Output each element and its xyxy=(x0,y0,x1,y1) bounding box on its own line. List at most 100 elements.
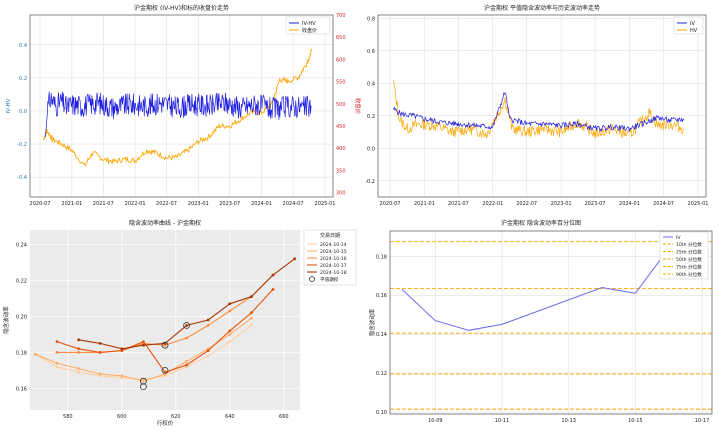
atm-marker xyxy=(139,377,147,385)
legend-box xyxy=(673,16,704,35)
atm-marker xyxy=(161,341,169,349)
smile-point xyxy=(228,340,232,343)
legend-label: 2024-10-16 xyxy=(320,256,347,262)
x-tick-label: 2021-07 xyxy=(448,201,469,207)
x-tick-label: 2023-07 xyxy=(585,201,606,207)
smile-point xyxy=(55,365,59,369)
smile-point xyxy=(206,349,210,352)
y-tick-label: 0.22 xyxy=(16,278,27,284)
smile-point xyxy=(206,324,210,327)
smile-point xyxy=(228,309,232,313)
smile-point xyxy=(250,311,253,315)
y2-tick-label: 700 xyxy=(336,13,346,19)
smile-point xyxy=(98,351,102,354)
y2-axis-label: 收盘价 xyxy=(354,98,362,115)
x-tick-label: 10-15 xyxy=(628,418,643,424)
y-axis-label: 隐含波动率 xyxy=(2,306,10,334)
y-tick-label: 0.8 xyxy=(367,16,375,22)
plot-frame xyxy=(29,14,334,198)
smile-point xyxy=(98,342,102,345)
smile-point xyxy=(271,288,275,291)
legend-label: IV-HV xyxy=(302,21,316,27)
y2-tick-label: 550 xyxy=(336,80,346,86)
y-tick-label: -0.4 xyxy=(17,175,27,181)
y-tick-label: 0.4 xyxy=(367,81,375,87)
smile-point xyxy=(77,347,80,351)
legend-label: 75th 分位数 xyxy=(676,264,702,271)
smile-point xyxy=(55,361,59,365)
y2-tick-label: 500 xyxy=(336,102,346,108)
x-tick-label: 2024-07 xyxy=(653,201,674,207)
y-tick-label: 0.24 xyxy=(16,242,27,248)
x-tick-label: 2022-01 xyxy=(125,201,146,207)
series-line-iv-hv xyxy=(45,91,312,138)
smile-point xyxy=(77,370,80,374)
smile-point xyxy=(163,370,167,374)
smile-point xyxy=(77,367,80,370)
x-tick-label: 10-13 xyxy=(561,418,576,424)
smile-point xyxy=(185,363,189,367)
y-tick-label: 0.16 xyxy=(16,386,27,392)
x-tick-label: 600 xyxy=(117,414,127,420)
smile-point xyxy=(250,316,253,320)
smile-point xyxy=(163,342,167,345)
chart-title: 沪金期权 (IV-HV)和标的收盘价走势 xyxy=(134,4,229,12)
y-tick-label: -0.2 xyxy=(17,142,27,148)
chart-ivhv-gold: -0.4 -0.2 0.0 0.2 0.4 2020-07 2021-01 2021-07 20… xyxy=(6,4,362,207)
x-tick-label: 2024-01 xyxy=(619,201,640,207)
y2-tick-label: 400 xyxy=(336,146,346,152)
x-tick-label: 10-17 xyxy=(695,418,710,424)
series-line-close-price xyxy=(42,48,313,168)
smile-point xyxy=(142,340,145,343)
y-tick-label: 0.20 xyxy=(16,314,27,320)
smile-point xyxy=(228,302,232,306)
y2-tick-label: 350 xyxy=(336,168,346,174)
y-tick-label: -0.2 xyxy=(365,179,375,185)
legend-label: 2024-10-17 xyxy=(320,263,347,269)
smile-point xyxy=(228,329,232,333)
x-tick-label: 620 xyxy=(171,414,181,420)
x-tick-label: 2020-07 xyxy=(30,201,51,207)
x-tick-label: 580 xyxy=(63,414,73,420)
y-tick-label: 0.2 xyxy=(367,114,375,120)
y2-tick-label: 300 xyxy=(336,191,346,197)
chart-vol-smile: 0.16 0.18 0.20 0.22 0.24 580 600 620 640 660 隐含波动率… xyxy=(2,219,357,427)
smile-point xyxy=(185,360,189,363)
plot-frame xyxy=(377,14,707,198)
smile-point xyxy=(206,318,210,322)
smile-point xyxy=(120,374,124,378)
legend-label: IV xyxy=(690,21,695,27)
x-tick-label: 2025-01 xyxy=(688,201,709,207)
legend-box xyxy=(659,231,709,280)
chart-title: 沪金期权 隐含波动率百分位图 xyxy=(501,219,581,227)
y2-tick-label: 650 xyxy=(336,35,346,41)
smile-point xyxy=(142,379,145,383)
x-tick-label: 2021-01 xyxy=(414,201,435,207)
x-axis-label: 行权价 xyxy=(157,419,174,427)
legend-label: 10th 分位数 xyxy=(676,241,702,248)
chart-title: 隐含波动率曲线 - 沪金期权 xyxy=(129,219,201,227)
series-line-iv xyxy=(401,247,703,331)
y-tick-label: 0.14 xyxy=(376,332,387,338)
smile-point xyxy=(228,333,232,336)
y-tick-label: 0.0 xyxy=(19,109,27,115)
legend-label: 50th 分位数 xyxy=(676,256,702,263)
x-tick-label: 10-11 xyxy=(495,418,510,424)
smile-point xyxy=(120,347,124,351)
legend: 交易日期2024-10-142024-10-152024-10-162024-1… xyxy=(303,229,357,286)
chart-iv-hv-history: -0.2 0.0 0.2 0.4 0.6 0.8 2020-07 2021-01 2021-07… xyxy=(365,4,708,207)
x-tick-label: 2022-07 xyxy=(516,201,537,207)
x-tick-label: 2020-07 xyxy=(380,201,401,207)
x-tick-label: 2023-07 xyxy=(219,201,240,207)
smile-point xyxy=(142,343,145,347)
x-tick-label: 660 xyxy=(279,414,289,420)
y-tick-label: 0.16 xyxy=(376,293,387,299)
y-tick-label: 0.6 xyxy=(367,49,375,55)
y-tick-label: 0.12 xyxy=(376,371,387,377)
y-tick-label: 0.4 xyxy=(19,43,27,49)
atm-marker xyxy=(161,366,169,374)
y-tick-label: 0.18 xyxy=(376,254,387,260)
